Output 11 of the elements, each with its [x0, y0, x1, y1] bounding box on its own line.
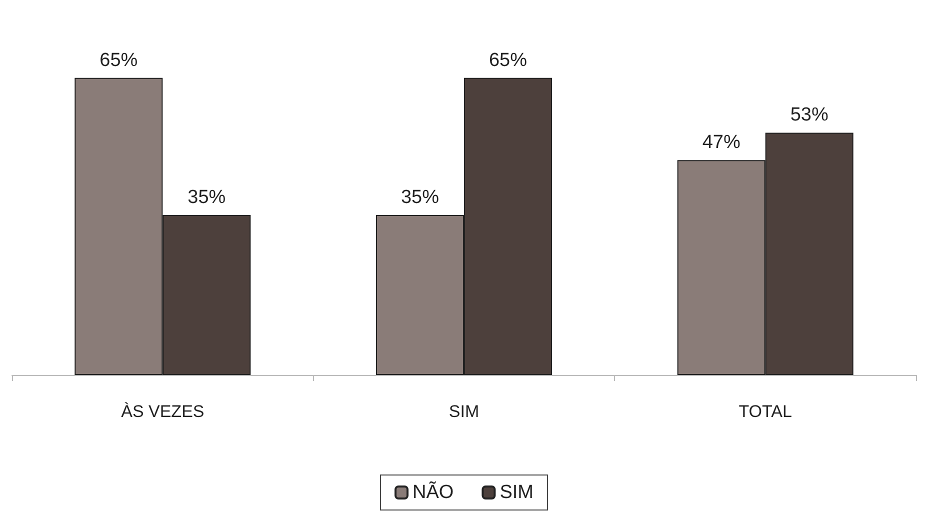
x-tick-label: SIM — [448, 402, 480, 421]
data-label: 35% — [400, 187, 440, 208]
data-label: 65% — [100, 50, 138, 71]
x-tick-label: ÀS VEZES — [121, 402, 204, 421]
legend-label: NÃO — [412, 481, 454, 503]
legend-label: SIM — [500, 482, 534, 503]
data-label: 47% — [702, 132, 740, 154]
data-label: 65% — [488, 50, 528, 71]
data-label: 53% — [790, 104, 828, 126]
x-tick-label: TOTAL — [738, 402, 792, 421]
data-label: 35% — [188, 187, 226, 208]
